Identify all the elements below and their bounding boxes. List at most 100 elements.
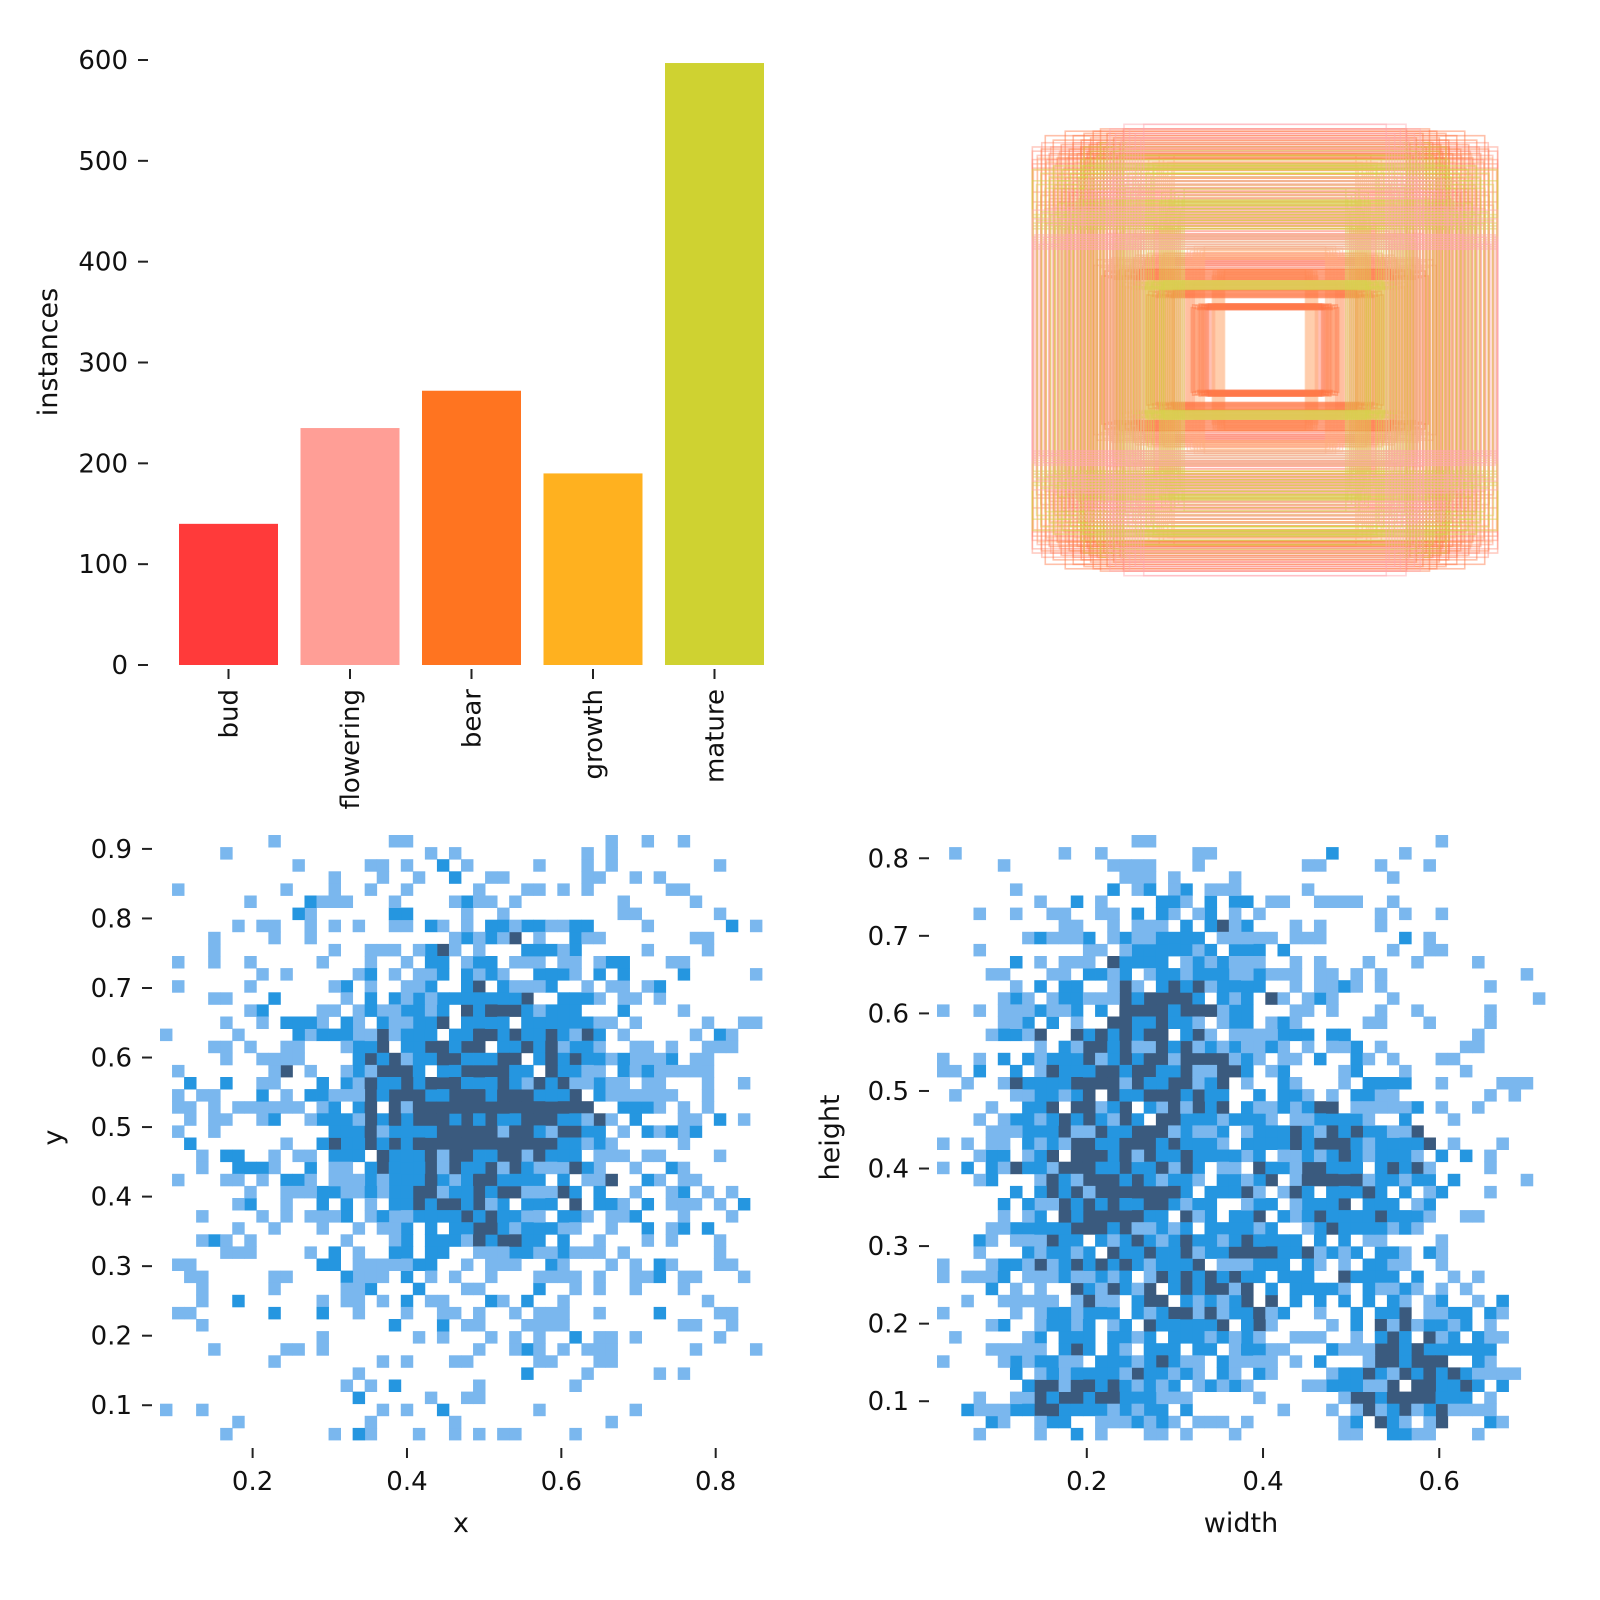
heatmap-cell [1374, 1173, 1388, 1187]
heatmap-cell [1107, 1403, 1120, 1417]
heatmap-cell [985, 968, 999, 981]
heatmap-cell [1046, 1306, 1059, 1320]
heatmap-cell [497, 1258, 510, 1271]
heatmap-cell [1009, 1004, 1023, 1017]
heatmap-cell [1204, 1210, 1218, 1223]
heatmap-cell [1082, 1089, 1096, 1102]
heatmap-cell [1204, 895, 1218, 908]
heatmap-cell [412, 1101, 426, 1114]
heatmap-cell [1289, 956, 1303, 969]
heatmap-cell [1326, 1343, 1339, 1356]
bbox-outline [1223, 268, 1307, 432]
bbox-outline [1216, 273, 1314, 427]
heatmap-cell [581, 1125, 594, 1138]
bbox-outline [1164, 295, 1366, 405]
heatmap-cell [569, 1185, 582, 1199]
heatmap-cell [172, 1258, 185, 1271]
heatmap-cell [1472, 1331, 1485, 1344]
heatmap-cell [400, 859, 414, 872]
heatmap-cell [1022, 992, 1035, 1005]
heatmap-cell [1228, 1234, 1242, 1247]
heatmap-cell [593, 1040, 606, 1054]
bbox-outline [1115, 273, 1415, 427]
heatmap-cell [665, 1161, 679, 1175]
bbox-outline [1105, 268, 1425, 432]
heatmap-cell [1265, 1246, 1278, 1259]
heatmap-cell [1143, 1089, 1157, 1102]
heatmap-cell [1180, 1137, 1193, 1150]
heatmap-cell [1228, 1246, 1242, 1259]
heatmap-cell [713, 1234, 727, 1247]
heatmap-cell [641, 1040, 655, 1054]
heatmap-cell [605, 1198, 618, 1211]
heatmap-cell [1435, 1234, 1449, 1247]
heatmap-cell [412, 1137, 426, 1150]
bbox-outline [1163, 252, 1367, 448]
heatmap-cell [1070, 1161, 1084, 1175]
heatmap-cell [1046, 1258, 1059, 1271]
heatmap-cell [485, 968, 498, 981]
heatmap-cell [725, 1258, 739, 1271]
heatmap-cell [521, 1185, 534, 1199]
heatmap-cell [280, 1089, 293, 1102]
heatmap-cell [1058, 931, 1072, 945]
heatmap-cell [1082, 1246, 1096, 1259]
heatmap-cell [581, 859, 594, 872]
heatmap-cell [1107, 1331, 1120, 1344]
heatmap-cell [280, 1064, 293, 1078]
heatmap-cell [569, 1077, 582, 1090]
bbox-outline [1091, 205, 1439, 495]
heatmap-cell [533, 1319, 546, 1332]
heatmap-cell [1131, 1028, 1145, 1042]
bbox-outline [1162, 157, 1368, 543]
heatmap-cell [1107, 1064, 1120, 1078]
heatmap-cell [1301, 1198, 1315, 1211]
heatmap-cell [1119, 1004, 1132, 1017]
heatmap-cell [473, 1319, 486, 1332]
heatmap-cell [1034, 1028, 1047, 1042]
heatmap-cell [1119, 1246, 1132, 1259]
heatmap-cell [232, 1161, 245, 1175]
heatmap-cell [436, 1198, 450, 1211]
heatmap-cell [641, 1052, 655, 1066]
bbox-outline [1057, 202, 1473, 498]
heatmap-cell [232, 1101, 245, 1114]
heatmap-cell [244, 1004, 257, 1017]
heatmap-cell [973, 943, 987, 957]
heatmap-cell [1143, 1319, 1157, 1332]
heatmap-cell [328, 1185, 341, 1199]
heatmap-cell [473, 1161, 486, 1175]
heatmap-cell [376, 1210, 390, 1223]
heatmap-cell [1350, 1101, 1363, 1114]
heatmap-cell [436, 1294, 450, 1308]
heatmap-cell [1155, 1089, 1169, 1102]
heatmap-cell [473, 1391, 486, 1405]
heatmap-cell [641, 919, 655, 933]
heatmap-cell [1046, 1415, 1059, 1429]
bbox-outline [1106, 200, 1424, 500]
heatmap-cell [1228, 1161, 1242, 1175]
heatmap-cell [569, 1331, 582, 1344]
heatmap-cell [1301, 1246, 1315, 1259]
heatmap-cell [1070, 1282, 1084, 1296]
heatmap-cell [412, 1052, 426, 1066]
heatmap-cell [1423, 1331, 1436, 1344]
heatmap-cell [605, 1149, 618, 1163]
bbox-outline [1031, 243, 1499, 457]
heatmap-cell [581, 1161, 594, 1175]
heatmap-cell [1204, 1052, 1218, 1066]
heatmap-cell [304, 895, 317, 908]
heatmap-cell [1399, 1427, 1412, 1441]
heatmap-cell [1216, 1137, 1230, 1150]
heatmap-cell [1082, 1258, 1096, 1271]
heatmap-cell [1143, 1125, 1157, 1138]
heatmap-cell [985, 1234, 999, 1247]
heatmap-cell [1265, 1306, 1278, 1320]
heatmap-cell [1241, 956, 1254, 969]
bbox-outline [1109, 187, 1421, 513]
heatmap-cell [593, 1306, 606, 1320]
heatmap-cell [605, 1331, 618, 1344]
bbox-outline [1210, 305, 1320, 395]
heatmap-cell [436, 956, 450, 969]
heatmap-cell [521, 1246, 534, 1259]
